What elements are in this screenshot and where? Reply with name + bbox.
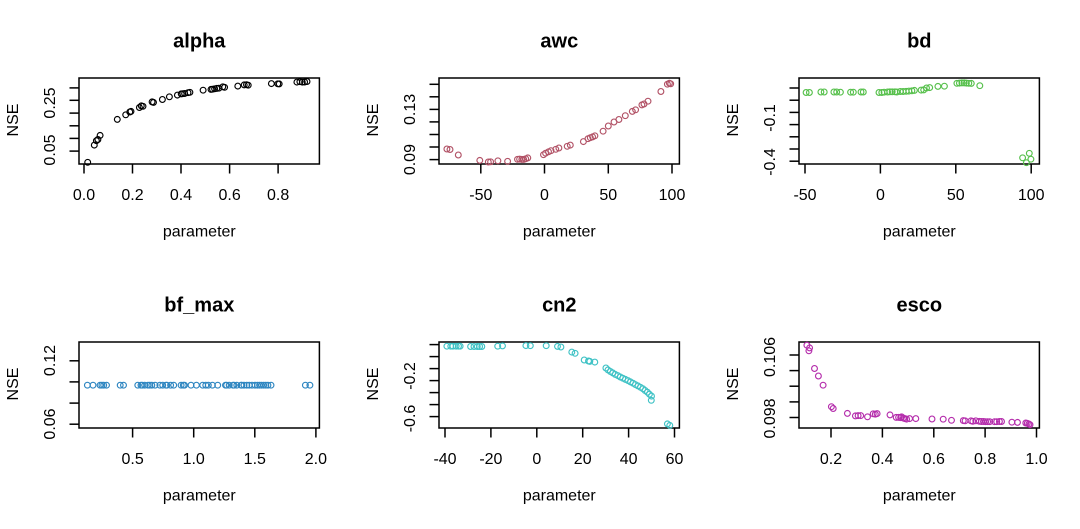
svg-text:awc: awc bbox=[540, 30, 578, 52]
svg-text:0.4: 0.4 bbox=[170, 187, 192, 204]
svg-text:parameter: parameter bbox=[163, 488, 237, 505]
svg-text:0: 0 bbox=[532, 451, 541, 468]
svg-text:-0.6: -0.6 bbox=[402, 405, 419, 433]
svg-text:bd: bd bbox=[907, 30, 931, 52]
svg-text:0.06: 0.06 bbox=[42, 408, 59, 439]
svg-text:1.5: 1.5 bbox=[244, 451, 266, 468]
svg-text:0.4: 0.4 bbox=[871, 451, 893, 468]
svg-text:NSE: NSE bbox=[365, 368, 382, 401]
svg-text:0: 0 bbox=[876, 187, 885, 204]
svg-text:40: 40 bbox=[620, 451, 638, 468]
svg-text:-0.4: -0.4 bbox=[762, 148, 779, 176]
svg-text:0.13: 0.13 bbox=[402, 94, 419, 125]
svg-text:0.2: 0.2 bbox=[121, 187, 143, 204]
svg-text:0.12: 0.12 bbox=[42, 345, 59, 376]
svg-text:parameter: parameter bbox=[883, 224, 957, 241]
svg-text:0.8: 0.8 bbox=[267, 187, 289, 204]
svg-text:60: 60 bbox=[666, 451, 684, 468]
svg-text:0.098: 0.098 bbox=[762, 398, 779, 438]
svg-text:2.0: 2.0 bbox=[305, 451, 327, 468]
svg-text:50: 50 bbox=[947, 187, 965, 204]
svg-text:-20: -20 bbox=[479, 451, 502, 468]
svg-text:NSE: NSE bbox=[725, 368, 742, 401]
svg-text:-0.2: -0.2 bbox=[402, 362, 419, 390]
svg-text:1.0: 1.0 bbox=[1025, 451, 1047, 468]
svg-text:0: 0 bbox=[540, 187, 549, 204]
svg-text:100: 100 bbox=[659, 187, 686, 204]
svg-text:-40: -40 bbox=[433, 451, 456, 468]
svg-text:0.8: 0.8 bbox=[974, 451, 996, 468]
svg-text:0.106: 0.106 bbox=[762, 337, 779, 377]
svg-text:NSE: NSE bbox=[5, 368, 22, 401]
svg-text:0.05: 0.05 bbox=[42, 134, 59, 165]
svg-text:bf_max: bf_max bbox=[164, 294, 234, 316]
svg-text:0.2: 0.2 bbox=[820, 451, 842, 468]
svg-text:0.09: 0.09 bbox=[402, 144, 419, 175]
svg-text:parameter: parameter bbox=[523, 224, 597, 241]
svg-text:20: 20 bbox=[574, 451, 592, 468]
svg-text:alpha: alpha bbox=[173, 30, 226, 52]
svg-text:-50: -50 bbox=[793, 187, 816, 204]
svg-text:0.5: 0.5 bbox=[121, 451, 143, 468]
svg-text:NSE: NSE bbox=[365, 104, 382, 137]
svg-text:parameter: parameter bbox=[883, 488, 957, 505]
svg-text:1.0: 1.0 bbox=[183, 451, 205, 468]
svg-text:-0.1: -0.1 bbox=[762, 104, 779, 132]
svg-text:-50: -50 bbox=[469, 187, 492, 204]
svg-text:parameter: parameter bbox=[523, 488, 597, 505]
svg-text:cn2: cn2 bbox=[542, 294, 576, 316]
svg-text:NSE: NSE bbox=[725, 104, 742, 137]
svg-text:50: 50 bbox=[599, 187, 617, 204]
svg-text:NSE: NSE bbox=[5, 104, 22, 137]
svg-text:0.0: 0.0 bbox=[73, 187, 95, 204]
svg-text:0.6: 0.6 bbox=[218, 187, 240, 204]
svg-text:parameter: parameter bbox=[163, 224, 237, 241]
svg-text:0.25: 0.25 bbox=[42, 87, 59, 118]
svg-text:esco: esco bbox=[897, 294, 943, 316]
svg-text:100: 100 bbox=[1018, 187, 1045, 204]
svg-text:0.6: 0.6 bbox=[923, 451, 945, 468]
